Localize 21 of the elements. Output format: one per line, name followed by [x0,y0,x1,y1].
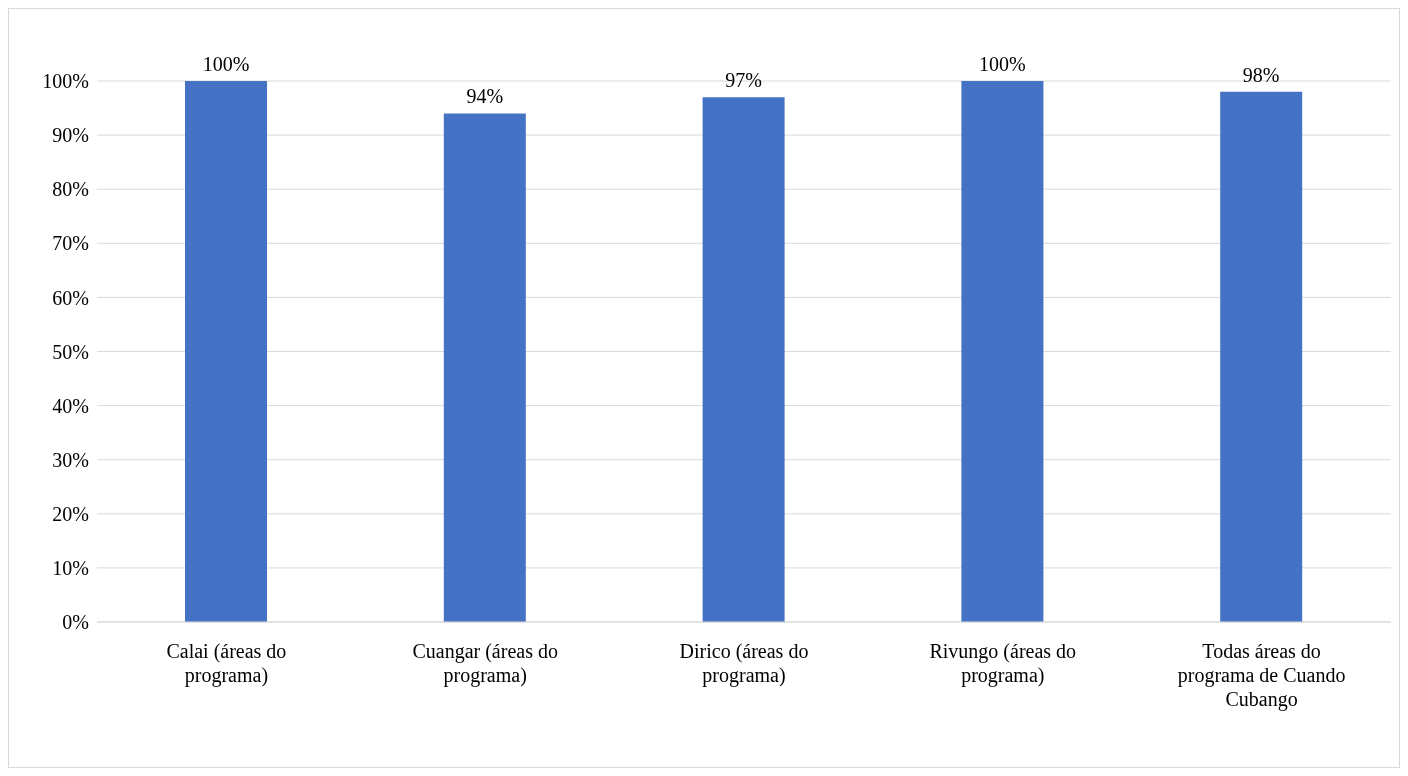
x-tick-label: Rivungo (áreas do programa) [929,640,1077,687]
x-tick-label: Dirico (áreas do programa) [679,640,809,687]
x-tick-label: Cuangar (áreas do programa) [412,640,558,687]
data-label: 97% [725,69,762,92]
y-tick-label: 20% [52,502,89,525]
data-label: 100% [979,53,1026,75]
y-tick-label: 90% [52,124,89,147]
y-tick-label: 70% [52,232,89,255]
y-tick-label: 40% [52,394,89,417]
y-tick-label: 0% [62,611,89,634]
y-tick-label: 80% [52,178,89,201]
x-tick-label: Calai (áreas do programa) [166,640,287,687]
data-label: 94% [466,85,504,108]
data-label: 100% [202,53,250,75]
y-tick-label: 100% [42,70,89,93]
y-tick-label: 30% [52,448,89,471]
y-tick-label: 50% [52,340,89,363]
data-label: 98% [1242,63,1280,86]
x-tick-label: Todas áreas do programa de Cuando Cubango [1177,640,1346,711]
y-tick-label: 10% [52,557,89,579]
y-tick-label: 60% [52,286,89,309]
